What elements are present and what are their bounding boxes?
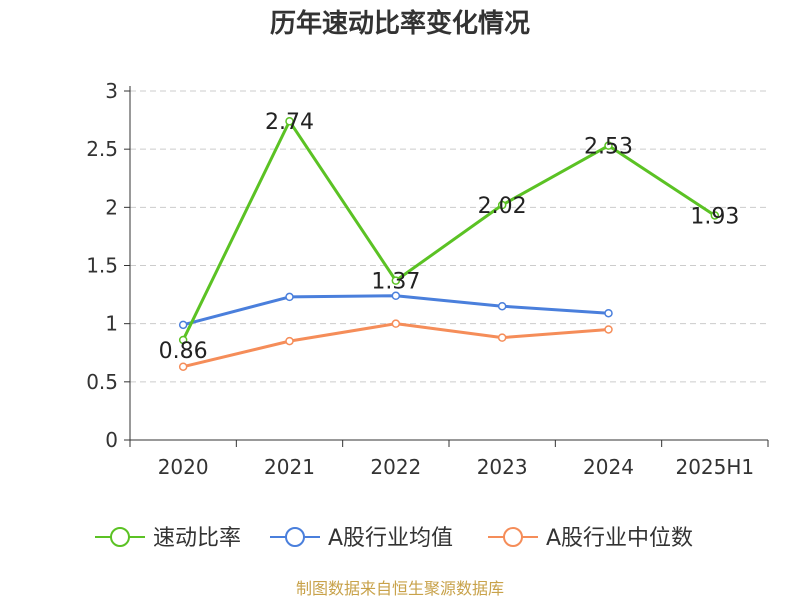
legend-marker: [285, 527, 305, 547]
x-tick-label: 2022: [370, 455, 421, 479]
data-point[interactable]: [285, 116, 294, 126]
legend-item[interactable]: A股行业中位数: [488, 526, 693, 551]
y-tick-label: 1.5: [86, 254, 118, 278]
legend-label: 速动比率: [153, 526, 241, 551]
data-label: 2.53: [584, 135, 633, 160]
legend[interactable]: 速动比率 A股行业均值 A股行业中位数: [95, 526, 693, 551]
data-point[interactable]: [178, 362, 188, 371]
legend-label: A股行业均值: [328, 526, 453, 551]
data-point[interactable]: [178, 335, 188, 345]
data-labels: 0.86 2.74 1.37 2.02 2.53 1.93: [159, 110, 740, 364]
data-point[interactable]: [391, 291, 401, 300]
data-point[interactable]: [391, 276, 401, 285]
series-line: [182, 322, 609, 369]
x-tick-label: 2023: [477, 455, 528, 479]
data-label: 2.74: [265, 110, 314, 135]
source-note: 制图数据来自恒生聚源数据库: [296, 579, 504, 598]
data-point[interactable]: [391, 319, 401, 328]
chart-title: 历年速动比率变化情况: [270, 8, 530, 39]
y-tick-label: 3: [105, 79, 118, 103]
y-tick-label: 2: [105, 195, 118, 219]
legend-marker: [503, 527, 523, 547]
legend-marker: [110, 527, 130, 547]
data-point[interactable]: [497, 301, 507, 311]
legend-label: A股行业中位数: [546, 526, 693, 551]
data-label: 1.93: [690, 204, 739, 229]
data-point[interactable]: [285, 292, 294, 302]
data-point[interactable]: [178, 320, 188, 330]
y-tick-label: 0: [105, 428, 118, 452]
data-point[interactable]: [710, 211, 720, 220]
x-tick-label: 2025H1: [675, 455, 754, 479]
series-layer: [178, 116, 720, 371]
series-line: [181, 119, 716, 341]
legend-item[interactable]: A股行业均值: [270, 526, 453, 551]
y-tick-label: 0.5: [86, 370, 118, 394]
data-point[interactable]: [604, 141, 613, 150]
data-point[interactable]: [604, 308, 613, 318]
y-tick-label: 2.5: [86, 137, 118, 161]
data-label: 0.86: [159, 339, 208, 364]
data-point[interactable]: [497, 200, 507, 210]
legend-item[interactable]: 速动比率: [95, 526, 241, 551]
data-point[interactable]: [497, 333, 507, 342]
y-tick-label: 1: [105, 312, 118, 336]
grid: [130, 90, 768, 383]
data-label: 1.37: [371, 270, 420, 295]
x-tick-label: 2021: [264, 455, 315, 479]
data-point[interactable]: [604, 325, 613, 334]
x-tick-label: 2024: [583, 455, 634, 479]
x-tick-label: 2020: [158, 455, 209, 479]
data-point[interactable]: [285, 336, 294, 346]
data-label: 2.02: [478, 194, 527, 219]
